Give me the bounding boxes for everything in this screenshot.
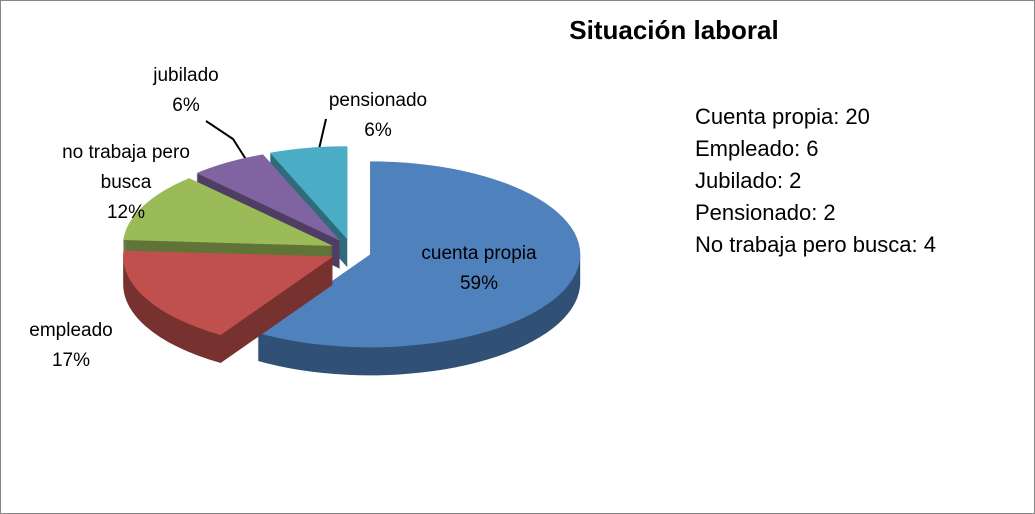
data-label-name: cuenta propia: [421, 243, 537, 264]
data-label: 59%: [459, 273, 499, 294]
data-label-name: empleado: [29, 320, 113, 341]
annotation: Pensionado: 2: [695, 200, 836, 225]
annotation: Cuenta propia: 20: [695, 104, 870, 129]
annotation: No trabaja pero busca: 4: [695, 232, 936, 257]
slice: [257, 161, 581, 348]
annotation: Jubilado: 2: [695, 168, 802, 193]
data-label: 6%: [364, 120, 392, 141]
slice: [196, 154, 341, 241]
chart-title: Situación laboral: [569, 15, 779, 45]
data-label-name: jubilado: [153, 65, 219, 86]
data-label-name: no trabaja pero busca: [62, 142, 190, 193]
leader-line: [205, 120, 248, 162]
data-label: 12%: [106, 202, 146, 223]
slice: [269, 146, 348, 240]
data-label-name: pensionado: [328, 90, 428, 111]
annotation: Empleado: 6: [695, 136, 819, 161]
leader-line: [318, 118, 327, 150]
slice: [123, 250, 334, 335]
slice: [123, 178, 333, 246]
data-label: 6%: [172, 95, 200, 116]
data-label: 17%: [51, 350, 91, 371]
